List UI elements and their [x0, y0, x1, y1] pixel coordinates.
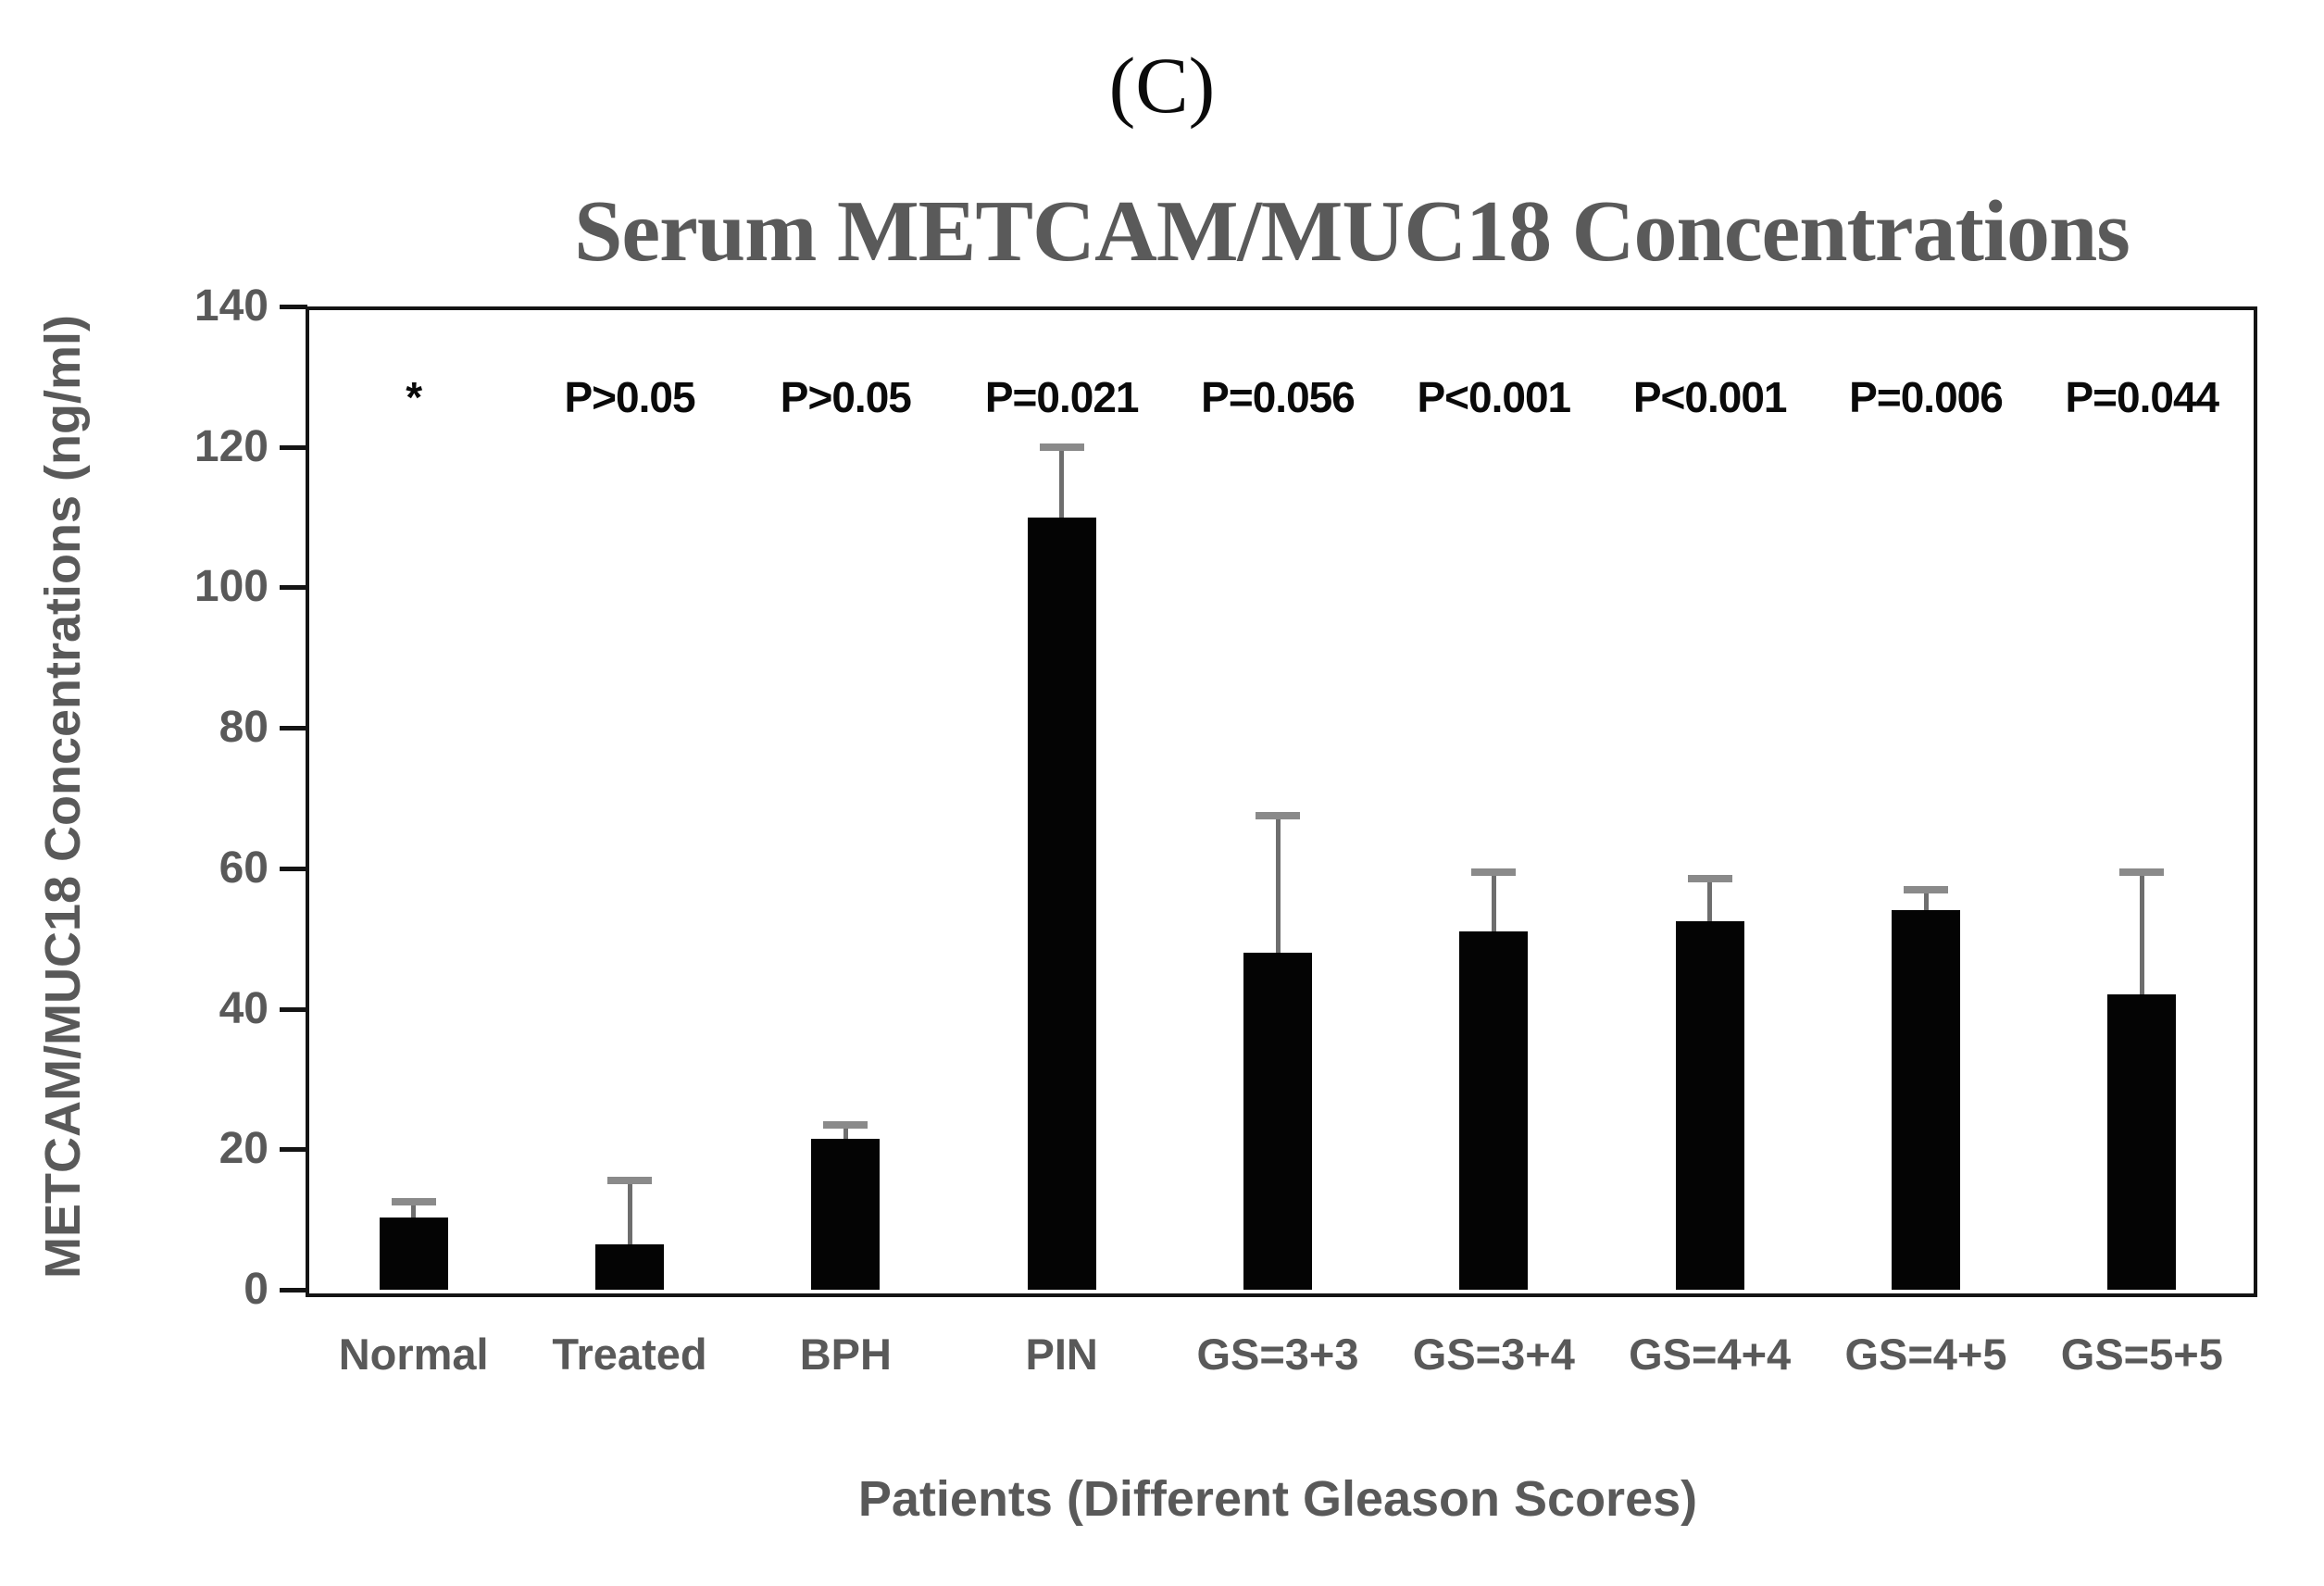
y-tick-mark: [280, 444, 307, 450]
bar: [1459, 931, 1529, 1290]
y-tick-label: 140: [194, 281, 269, 331]
y-tick-label: 40: [219, 983, 269, 1033]
p-value-label: P=0.044: [2065, 373, 2219, 421]
bar: [1243, 952, 1312, 1290]
x-category-label: Treated: [552, 1330, 707, 1379]
error-bar-cap: [607, 1177, 652, 1185]
bar: [2107, 994, 2177, 1290]
y-tick-label: 60: [219, 843, 269, 893]
x-category-label: GS=3+4: [1412, 1330, 1575, 1379]
p-value-label: P=0.056: [1201, 373, 1356, 421]
bar: [595, 1243, 664, 1290]
y-axis-title: METCAM/MUC18 Concentrations (ng/ml): [35, 314, 91, 1279]
x-axis-title: Patients (Different Gleason Scores): [857, 1471, 1698, 1527]
bar: [1027, 517, 1096, 1290]
y-tick-mark: [280, 1006, 307, 1012]
error-bar-line: [1923, 889, 1929, 911]
y-tick-label: 20: [219, 1124, 269, 1174]
y-tick-label: 0: [244, 1265, 269, 1314]
panel-label: (C): [1108, 41, 1216, 130]
bar: [1892, 910, 1960, 1290]
y-tick-label: 80: [219, 703, 269, 753]
y-tick-mark: [280, 1288, 307, 1293]
y-tick-mark: [280, 866, 307, 871]
error-bar-line: [411, 1202, 417, 1218]
error-bar-line: [1707, 879, 1713, 921]
bar: [379, 1217, 448, 1290]
error-bar-line: [627, 1180, 632, 1244]
error-bar-line: [843, 1124, 848, 1139]
y-tick-mark: [280, 726, 307, 731]
error-bar-line: [1275, 815, 1281, 953]
p-value-label: P=0.021: [984, 373, 1140, 421]
p-value-label: P<0.001: [1417, 373, 1571, 421]
x-category-label: PIN: [1025, 1330, 1098, 1379]
error-bar-cap: [1471, 868, 1517, 876]
y-tick-label: 120: [194, 421, 269, 471]
x-category-label: GS=5+5: [2060, 1330, 2223, 1379]
p-value-label: P>0.05: [780, 373, 912, 421]
p-value-label: P<0.001: [1632, 373, 1788, 421]
x-category-label: GS=4+5: [1844, 1330, 2007, 1379]
p-value-label: P=0.006: [1849, 373, 2004, 421]
error-bar-cap: [391, 1198, 436, 1206]
error-bar-cap: [1904, 885, 1948, 893]
chart-title: Serum METCAM/MUC18 Concentrations: [574, 183, 2130, 280]
error-bar-line: [1059, 446, 1065, 518]
error-bar-cap: [823, 1120, 868, 1129]
x-category-label: Normal: [338, 1330, 489, 1379]
x-category-label: BPH: [799, 1330, 892, 1379]
error-bar-line: [1491, 871, 1496, 932]
x-category-label: GS=4+4: [1629, 1330, 1792, 1379]
y-tick-mark: [280, 585, 307, 591]
p-value-label: P>0.05: [564, 373, 695, 421]
error-bar-cap: [1687, 875, 1732, 883]
y-tick-mark: [280, 305, 307, 309]
error-bar-line: [2139, 871, 2144, 995]
y-tick-mark: [280, 1147, 307, 1153]
bar: [1675, 920, 1744, 1290]
y-tick-label: 100: [194, 562, 269, 612]
error-bar-cap: [2119, 868, 2165, 876]
error-bar-cap: [1039, 443, 1084, 451]
bar: [811, 1138, 881, 1290]
p-value-label: *: [406, 373, 422, 421]
x-category-label: GS=3+3: [1196, 1330, 1359, 1379]
error-bar-cap: [1256, 811, 1300, 819]
